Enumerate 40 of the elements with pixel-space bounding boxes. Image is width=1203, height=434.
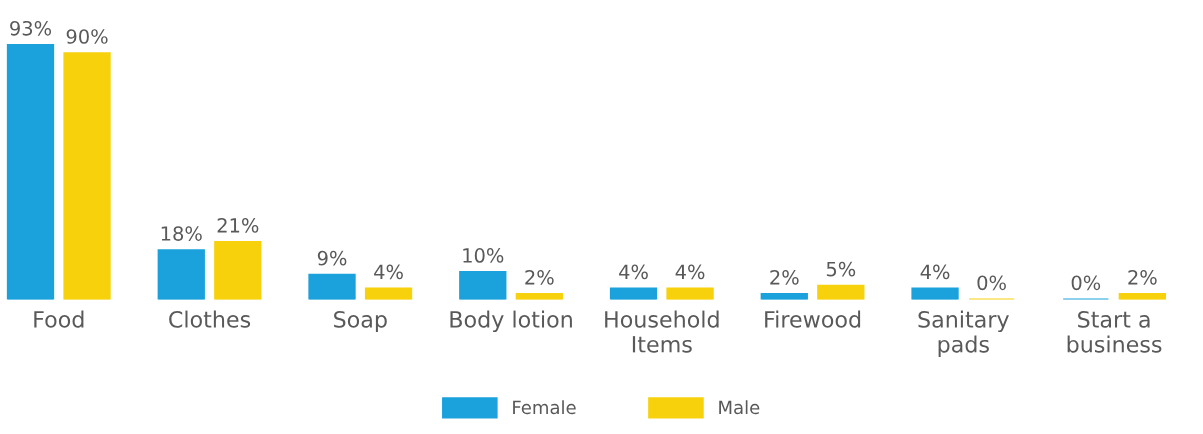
x-tick-label: Soap [334, 310, 387, 333]
legend-label: Male [719, 400, 760, 415]
data-label: 2% [1128, 269, 1157, 285]
x-tick-label: Clothes [169, 310, 251, 328]
bar [6, 43, 55, 300]
data-label: 10% [463, 248, 504, 263]
data-label: 4% [619, 264, 648, 280]
bar [817, 284, 865, 300]
data-label: 4% [920, 264, 950, 280]
data-label: 4% [675, 264, 705, 280]
data-label: 18% [161, 226, 202, 241]
bar [911, 287, 959, 300]
data-label: 4% [374, 264, 403, 280]
x-tick-label: Food [34, 310, 84, 328]
bar [214, 240, 262, 300]
data-label: 2% [770, 269, 799, 285]
data-label: 93% [10, 20, 52, 36]
data-label: 9% [317, 250, 347, 266]
bar [760, 292, 808, 300]
bar [459, 271, 507, 300]
bar [63, 52, 111, 300]
x-tick-label: Start a business [1067, 310, 1162, 353]
data-label: 21% [217, 217, 259, 233]
data-label: 0% [1071, 275, 1101, 291]
bar [1118, 292, 1166, 300]
bar [609, 287, 658, 300]
bar [308, 273, 356, 300]
x-tick-label: Firewood [765, 310, 861, 328]
data-label: 0% [977, 275, 1006, 291]
x-tick-label: Sanitary pads [918, 310, 1009, 357]
bar [364, 287, 413, 300]
x-tick-label: Household Items [605, 310, 719, 353]
data-label: 2% [525, 269, 554, 285]
x-tick-label: Body lotion [450, 310, 572, 333]
bar [157, 249, 205, 300]
data-label: 5% [826, 261, 856, 277]
legend-label: Female [513, 400, 576, 415]
bar [515, 292, 563, 300]
bar [666, 287, 714, 300]
data-label: 90% [66, 29, 108, 44]
